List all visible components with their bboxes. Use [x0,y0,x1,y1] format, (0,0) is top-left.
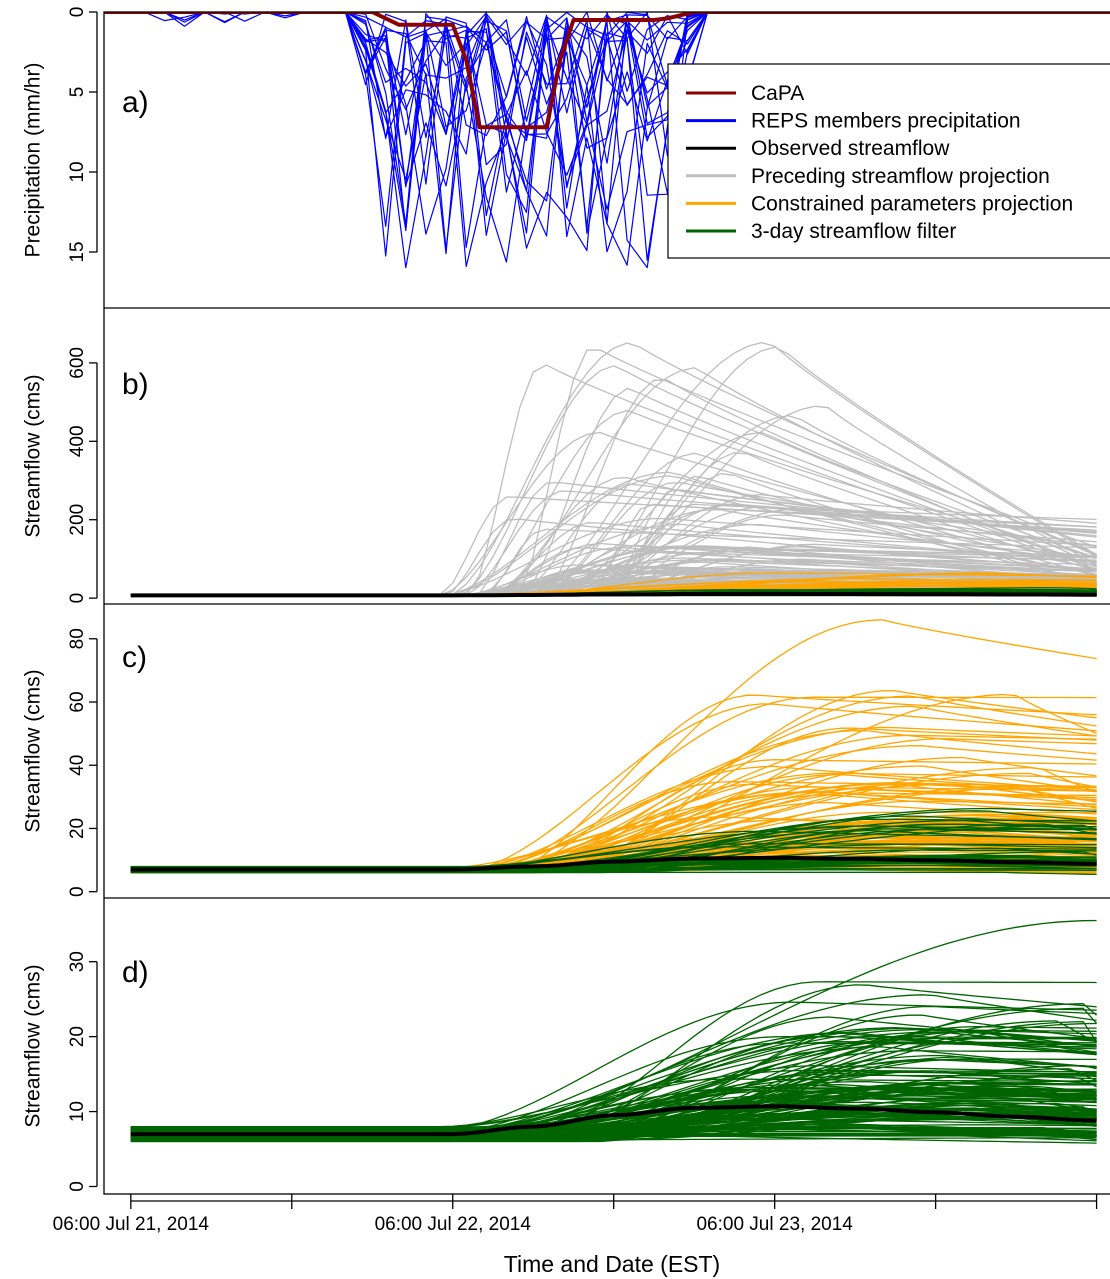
y-axis-title: Streamflow (cms) [22,669,45,832]
reps-member-line [104,12,1110,237]
y-tick-label: 400 [67,425,88,457]
y-axis: 0 20 40 60 80 Streamflow (cms) [22,628,98,897]
legend-label: Constrained parameters projection [751,192,1073,215]
y-tick-label: 30 [67,951,88,972]
plot-area [130,919,1098,1144]
y-tick-label: 20 [67,818,88,839]
y-axis: 0 5 10 15 Precipitation (mm/hr) [22,7,98,263]
y-tick-label: 15 [67,241,88,262]
reps-member-line [104,12,1110,231]
plot-area [130,341,1097,598]
observed-streamflow-line [130,855,1097,872]
panel-label: d) [122,956,149,989]
panel-label: a) [122,86,149,119]
capa-line [104,12,1110,130]
streamflow-filter-line [130,981,1097,1130]
observed-streamflow-line [130,1104,1097,1137]
y-tick-label: 5 [67,87,88,98]
reps-member-line [104,12,1110,257]
x-tick-label: 06:00 Jul 21, 2014 [53,1214,210,1235]
legend: CaPA REPS members precipitation Observed s… [667,63,1110,259]
panel-a: 0 5 10 15 Precipitation (mm/hr) a) CaPA REPS me… [22,7,1110,269]
y-tick-label: 0 [67,7,88,18]
legend-label: REPS members precipitation [751,110,1021,133]
reps-member-line [104,12,1110,186]
panel-b: 0 200 400 600 Streamflow (cms) b) [22,341,1097,604]
reps-member-line [104,12,1110,255]
y-tick-label: 10 [67,161,88,182]
y-tick-label: 10 [67,1101,88,1122]
panel-c: 0 20 40 60 80 Streamflow (cms) c) [22,619,1097,897]
plot-area [130,619,1097,876]
reps-member-line [104,12,1110,225]
panel-label: b) [122,368,149,401]
y-tick-label: 0 [67,593,88,604]
observed-streamflow-line [130,591,1097,598]
y-tick-label: 60 [67,691,88,712]
streamflow-filter-line [130,1126,1097,1139]
y-axis-title: Precipitation (mm/hr) [22,63,45,258]
panel-d: 0 10 20 30 Streamflow (cms) d) [22,919,1098,1192]
legend-box [667,63,1110,259]
x-axis: 06:00 Jul 21, 2014 06:00 Jul 22, 2014 06:0… [53,1194,1098,1277]
y-tick-label: 40 [67,755,88,776]
y-axis-title: Streamflow (cms) [22,374,45,537]
reps-member-line [104,12,1110,185]
reps-member-line [104,12,1110,269]
y-tick-label: 600 [67,347,88,379]
reps-member-line [104,12,1110,136]
x-tick-label: 06:00 Jul 23, 2014 [696,1214,853,1235]
y-axis-title: Streamflow (cms) [22,964,45,1127]
panel-frames [103,11,1110,1195]
streamflow-filter-line [130,919,1097,1130]
reps-member-line [104,12,1110,231]
y-tick-label: 0 [67,1181,88,1192]
y-tick-label: 80 [67,628,88,649]
legend-label: Preceding streamflow projection [751,165,1050,188]
x-axis-title: Time and Date (EST) [504,1251,720,1277]
y-tick-label: 0 [67,886,88,897]
y-axis: 0 10 20 30 Streamflow (cms) [22,951,98,1192]
x-tick-label: 06:00 Jul 22, 2014 [375,1214,532,1235]
y-axis: 0 200 400 600 Streamflow (cms) [22,347,98,604]
streamflow-filter-line [130,1046,1097,1133]
legend-label: 3-day streamflow filter [751,220,956,243]
y-tick-label: 200 [67,504,88,536]
panel-label: c) [122,641,147,674]
legend-label: CaPA [751,82,804,105]
legend-label: Observed streamflow [751,137,950,160]
y-tick-label: 20 [67,1026,88,1047]
